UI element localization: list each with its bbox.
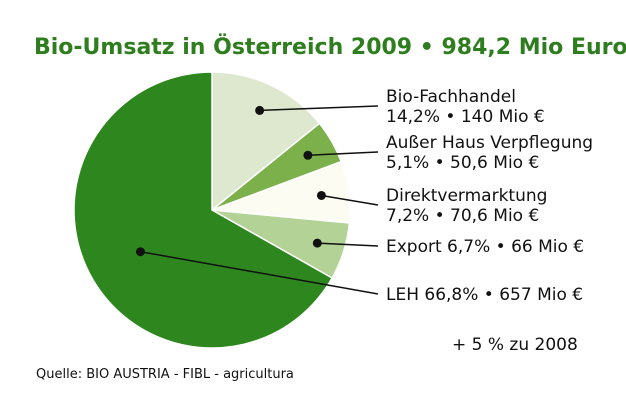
slice-label-0-line-1: 14,2% • 140 Mio € bbox=[386, 107, 545, 127]
slice-label-0-line-0: Bio-Fachhandel bbox=[386, 87, 516, 107]
slice-label-1-line-1: 5,1% • 50,6 Mio € bbox=[386, 153, 539, 173]
pie-slice-0 bbox=[211, 71, 321, 212]
slice-label-1-line-0: Außer Haus Verpflegung bbox=[386, 133, 593, 153]
leader-line-2 bbox=[321, 194, 379, 206]
change-note: + 5 % zu 2008 bbox=[452, 335, 578, 355]
slice-label-2-line-1: 7,2% • 70,6 Mio € bbox=[386, 206, 539, 226]
source-note: Quelle: BIO AUSTRIA - FIBL - agricultura bbox=[36, 367, 294, 382]
leader-lines bbox=[135, 105, 379, 295]
chart-title: Bio-Umsatz in Österreich 2009 • 984,2 Mi… bbox=[34, 34, 626, 60]
leader-line-3 bbox=[317, 242, 379, 247]
pie-slice-4 bbox=[73, 71, 334, 349]
pie-slices bbox=[73, 71, 351, 349]
slice-label-4-line-0: LEH 66,8% • 657 Mio € bbox=[386, 285, 583, 305]
leader-line-4 bbox=[140, 250, 379, 295]
slice-label-3-line-0: Export 6,7% • 66 Mio € bbox=[386, 237, 584, 257]
leader-line-1 bbox=[307, 151, 379, 157]
slice-label-2-line-0: Direktvermarktung bbox=[386, 186, 547, 206]
leader-line-0 bbox=[259, 105, 379, 112]
